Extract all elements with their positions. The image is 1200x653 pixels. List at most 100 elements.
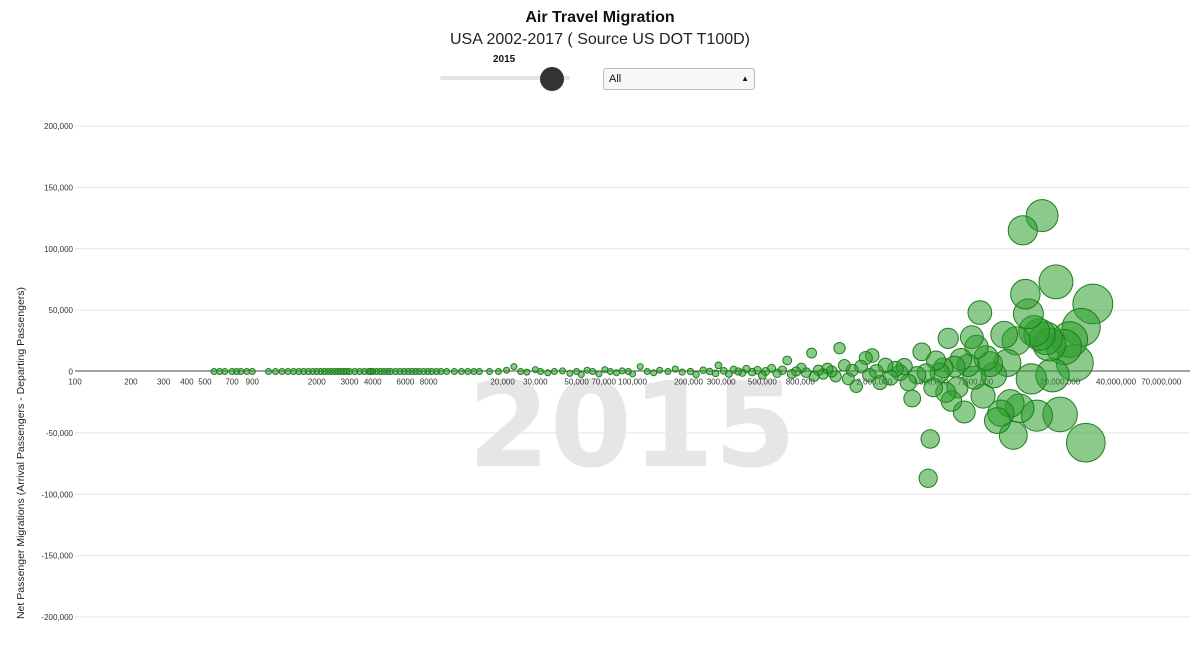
- data-point[interactable]: [806, 347, 818, 359]
- x-tick-label: 100: [68, 378, 82, 387]
- x-tick-label: 20,000: [490, 378, 515, 387]
- x-tick-label: 300,000: [707, 378, 736, 387]
- x-tick-label: 400: [180, 378, 194, 387]
- data-point[interactable]: [782, 355, 793, 366]
- data-point[interactable]: [550, 368, 558, 375]
- year-slider-track[interactable]: [440, 76, 570, 80]
- data-point[interactable]: [450, 368, 458, 375]
- x-tick-label: 300: [157, 378, 171, 387]
- y-tick-label: -150,000: [41, 552, 73, 561]
- data-point[interactable]: [643, 367, 651, 376]
- y-tick-label: 200,000: [44, 122, 73, 131]
- data-point[interactable]: [243, 368, 251, 375]
- y-tick-label: -100,000: [41, 490, 73, 499]
- data-point[interactable]: [990, 320, 1019, 349]
- x-tick-label: 6000: [397, 378, 415, 387]
- data-point[interactable]: [1015, 363, 1047, 395]
- year-slider-value: 2015: [493, 54, 516, 65]
- region-select-value: All: [609, 73, 622, 85]
- data-point[interactable]: [583, 366, 591, 374]
- data-point[interactable]: [618, 367, 626, 375]
- data-point[interactable]: [664, 367, 672, 376]
- data-point[interactable]: [470, 368, 478, 375]
- y-tick-label: 150,000: [44, 183, 73, 192]
- data-point[interactable]: [457, 368, 465, 375]
- y-axis-ticks: 200,000 150,000 100,000 50,000 0 -50,000 -100,…: [41, 122, 73, 622]
- data-point[interactable]: [278, 368, 286, 375]
- data-point[interactable]: [510, 363, 518, 371]
- data-point[interactable]: [265, 368, 273, 375]
- year-slider-thumb[interactable]: [540, 67, 564, 91]
- data-point[interactable]: [692, 370, 700, 379]
- data-point[interactable]: [786, 368, 797, 379]
- data-point[interactable]: [912, 342, 932, 362]
- data-point[interactable]: [577, 371, 585, 379]
- year-slider[interactable]: [440, 66, 580, 92]
- data-point[interactable]: [517, 368, 525, 375]
- data-point[interactable]: [443, 368, 451, 375]
- select-arrows-icon: ▲: [741, 74, 749, 83]
- data-point[interactable]: [699, 366, 707, 375]
- x-axis-ticks: 100 200 300 400 500 700 900 2000 3000 4000 6000 800…: [68, 378, 1181, 387]
- page-subtitle: USA 2002-2017 ( Source US DOT T100D): [450, 31, 750, 48]
- data-point[interactable]: [719, 366, 728, 375]
- data-point[interactable]: [284, 368, 292, 375]
- data-point[interactable]: [1065, 422, 1106, 463]
- data-point[interactable]: [967, 300, 993, 325]
- data-point[interactable]: [841, 372, 855, 386]
- y-tick-label: 100,000: [44, 245, 73, 254]
- data-point[interactable]: [705, 367, 714, 376]
- data-point[interactable]: [650, 369, 658, 377]
- data-point[interactable]: [920, 429, 940, 449]
- data-point[interactable]: [485, 368, 493, 375]
- data-point[interactable]: [862, 368, 877, 383]
- data-point[interactable]: [558, 367, 566, 375]
- data-point[interactable]: [601, 366, 609, 374]
- data-point[interactable]: [566, 369, 574, 377]
- data-point[interactable]: [937, 327, 959, 349]
- data-point[interactable]: [1010, 278, 1041, 310]
- data-point[interactable]: [833, 341, 846, 355]
- data-point[interactable]: [686, 367, 695, 376]
- y-gridlines: [75, 125, 1190, 618]
- data-point[interactable]: [503, 366, 511, 374]
- region-select[interactable]: All ▲: [603, 68, 755, 90]
- data-point[interactable]: [903, 389, 922, 408]
- y-tick-label: -50,000: [46, 429, 74, 438]
- data-point[interactable]: [959, 325, 984, 350]
- data-point[interactable]: [656, 366, 664, 374]
- data-point[interactable]: [671, 365, 679, 373]
- y-tick-label: -200,000: [41, 613, 73, 622]
- data-point[interactable]: [494, 368, 502, 375]
- data-point[interactable]: [1038, 264, 1074, 300]
- data-point[interactable]: [272, 368, 280, 375]
- y-tick-label: 50,000: [49, 306, 74, 315]
- data-point[interactable]: [544, 369, 552, 377]
- x-tick-label: 800,000: [786, 378, 815, 387]
- data-point[interactable]: [636, 363, 644, 371]
- year-watermark: 2015: [468, 356, 796, 494]
- x-tick-label: 500: [198, 378, 212, 387]
- data-point[interactable]: [228, 368, 236, 375]
- data-point[interactable]: [531, 366, 539, 374]
- x-tick-label: 2000: [308, 378, 326, 387]
- data-point[interactable]: [573, 368, 581, 375]
- x-tick-label: 8000: [420, 378, 438, 387]
- data-point[interactable]: [523, 368, 531, 376]
- x-tick-label: 200,000: [674, 378, 703, 387]
- x-tick-label: 30,000: [523, 378, 548, 387]
- data-point[interactable]: [612, 369, 620, 377]
- x-tick-label: 70,000: [591, 378, 616, 387]
- data-point[interactable]: [984, 407, 1011, 435]
- data-point[interactable]: [464, 368, 472, 375]
- data-point[interactable]: [678, 368, 686, 376]
- data-point[interactable]: [714, 361, 723, 370]
- data-point[interactable]: [210, 368, 218, 375]
- data-point[interactable]: [837, 359, 851, 372]
- data-point[interactable]: [1007, 215, 1038, 246]
- data-point[interactable]: [595, 370, 603, 378]
- data-point[interactable]: [918, 468, 938, 488]
- x-tick-label: 50,000: [564, 378, 589, 387]
- data-points: [210, 199, 1114, 488]
- data-point[interactable]: [624, 368, 632, 375]
